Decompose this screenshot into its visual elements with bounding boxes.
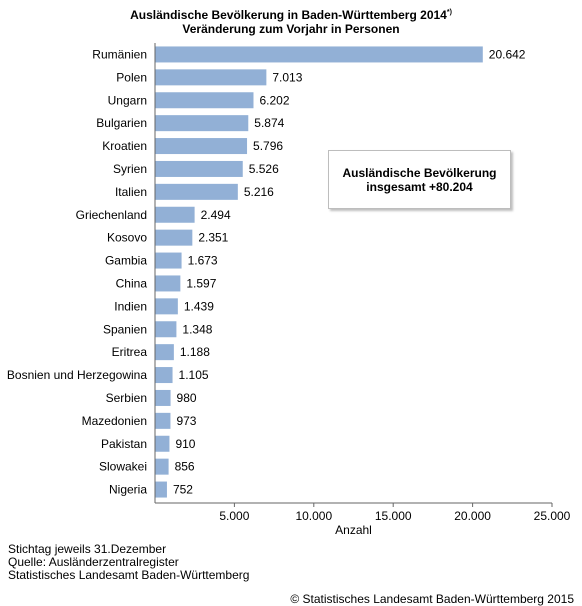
category-label: Ungarn	[108, 93, 147, 107]
value-label: 752	[173, 483, 193, 497]
value-label: 5.874	[254, 116, 284, 130]
value-label: 1.673	[188, 254, 218, 268]
value-label: 1.597	[186, 276, 216, 290]
total-annotation-box: Ausländische Bevölkerung insgesamt +80.2…	[328, 150, 511, 209]
x-tick-label: 5.000	[219, 509, 249, 523]
bar	[155, 435, 170, 452]
x-axis-label: Anzahl	[335, 523, 372, 537]
value-label: 7.013	[272, 70, 302, 84]
chart-title: Ausländische Bevölkerung in Baden-Württe…	[0, 8, 582, 22]
bar	[155, 298, 178, 315]
bar	[155, 275, 181, 292]
category-label: Mazedonien	[82, 414, 147, 428]
category-label: Nigeria	[109, 483, 147, 497]
chart-title-text: Ausländische Bevölkerung in Baden-Württe…	[130, 8, 447, 22]
bar	[155, 252, 182, 269]
bar	[155, 115, 249, 132]
category-label: Bulgarien	[96, 116, 147, 130]
category-label: Eritrea	[112, 345, 148, 359]
bar	[155, 183, 238, 200]
category-label: Bosnien und Herzegowina	[7, 368, 147, 382]
copyright: © Statistisches Landesamt Baden-Württemb…	[290, 592, 574, 606]
value-label: 856	[175, 460, 195, 474]
value-label: 5.796	[253, 139, 283, 153]
value-label: 2.351	[198, 231, 228, 245]
footer-publisher: Statistisches Landesamt Baden-Württember…	[8, 568, 250, 582]
category-label: Syrien	[113, 162, 147, 176]
bar	[155, 206, 195, 223]
value-label: 1.348	[182, 322, 212, 336]
category-label: Indien	[114, 299, 147, 313]
value-label: 980	[177, 391, 197, 405]
chart-subtitle: Veränderung zum Vorjahr in Personen	[182, 22, 400, 36]
category-label: Rumänien	[92, 47, 147, 61]
bar	[155, 69, 267, 86]
bar	[155, 389, 171, 406]
bar	[155, 138, 248, 155]
category-label: Serbien	[106, 391, 147, 405]
bar	[155, 344, 174, 361]
value-label: 5.526	[249, 162, 279, 176]
bar	[155, 481, 167, 498]
category-label: Pakistan	[101, 437, 147, 451]
value-label: 973	[176, 414, 196, 428]
category-label: Kroatien	[102, 139, 147, 153]
category-label: Italien	[115, 185, 147, 199]
value-label: 6.202	[259, 93, 289, 107]
category-label: Spanien	[103, 322, 147, 336]
annotation-line-1: Ausländische Bevölkerung	[342, 165, 497, 180]
category-label: China	[116, 276, 148, 290]
bar	[155, 367, 173, 384]
category-label: Slowakei	[99, 460, 147, 474]
value-label: 910	[175, 437, 195, 451]
footer-source: Quelle: Ausländerzentralregister	[8, 555, 179, 569]
title-footnote-mark: *)	[446, 9, 452, 16]
value-label: 20.642	[489, 47, 526, 61]
value-label: 1.188	[180, 345, 210, 359]
footer-reference-date: Stichtag jeweils 31.Dezember	[8, 542, 167, 556]
bar	[155, 412, 171, 429]
x-tick-label: 10.000	[295, 509, 332, 523]
bar	[155, 92, 254, 109]
value-label: 1.439	[184, 299, 214, 313]
value-label: 1.105	[179, 368, 209, 382]
bar	[155, 229, 193, 246]
category-label: Gambia	[105, 254, 147, 268]
category-label: Polen	[116, 70, 147, 84]
bar	[155, 160, 243, 177]
category-label: Kosovo	[107, 231, 147, 245]
x-tick-label: 20.000	[454, 509, 491, 523]
value-label: 5.216	[244, 185, 274, 199]
bar-chart: Rumänien 20.642 Polen 7.013 Ungarn 6.202 Bulga…	[7, 43, 571, 537]
bar	[155, 46, 483, 63]
value-label: 2.494	[201, 208, 231, 222]
category-label: Griechenland	[76, 208, 147, 222]
x-tick-label: 25.000	[534, 509, 571, 523]
x-tick-label: 15.000	[375, 509, 412, 523]
annotation-line-2: insgesamt +80.204	[366, 179, 473, 194]
bar	[155, 321, 177, 338]
bar	[155, 458, 169, 475]
